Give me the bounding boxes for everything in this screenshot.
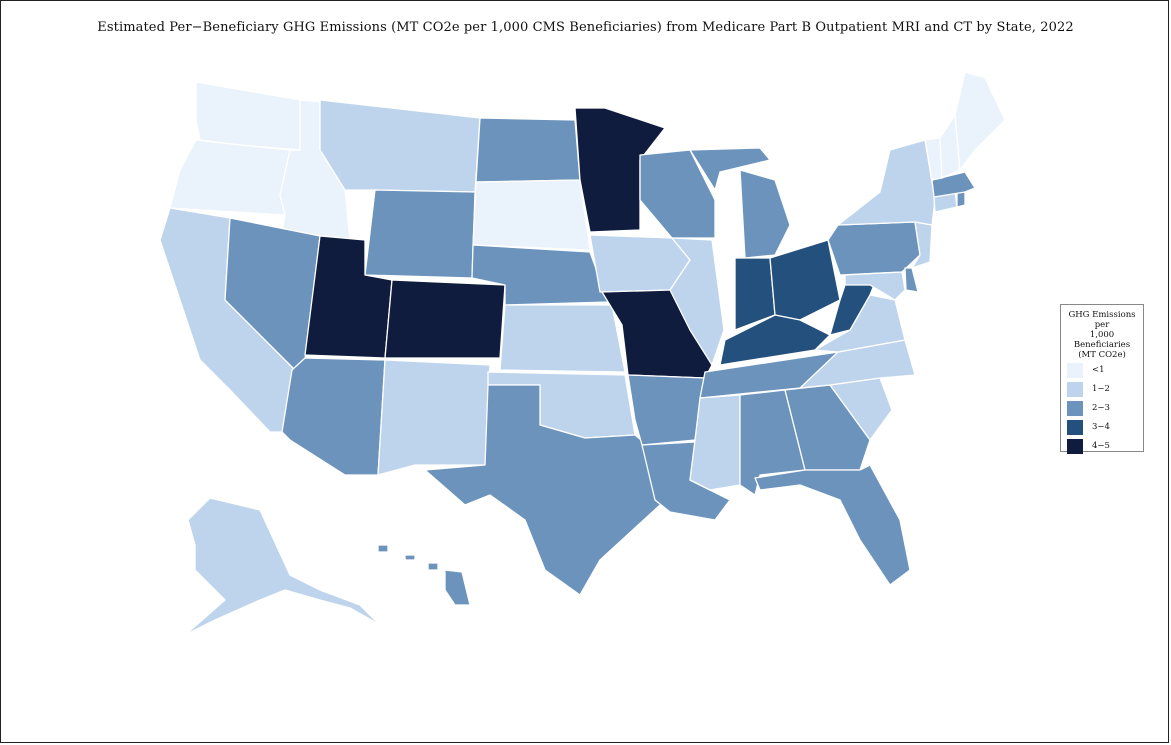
legend-label: 4−5 [1092, 441, 1110, 451]
state-NY [837, 139, 936, 226]
legend-label: 3−4 [1092, 422, 1110, 432]
legend-swatch [1067, 438, 1083, 454]
legend-title-line-3: (MT CO2e) [1078, 350, 1126, 360]
state-OR [169, 139, 291, 216]
state-WA [195, 81, 301, 151]
state-FL [754, 464, 911, 586]
legend-swatch [1067, 362, 1083, 378]
chart-title: Estimated Per−Beneficiary GHG Emissions … [97, 20, 1074, 35]
legend-item: 3−4 [1067, 418, 1143, 436]
legend-item: 4−5 [1067, 437, 1143, 455]
state-DE [904, 267, 919, 293]
legend-title-line-2: 1,000 Beneficiaries [1073, 330, 1131, 350]
state-CO [384, 279, 506, 359]
state-MI [689, 147, 791, 259]
state-TX [424, 384, 661, 596]
state-ME [954, 71, 1006, 171]
legend-item: 2−3 [1067, 399, 1143, 417]
legend-title: GHG Emissions per 1,000 Beneficiaries (M… [1061, 310, 1143, 360]
legend-swatch [1067, 419, 1083, 435]
legend-title-line-1: GHG Emissions per [1068, 310, 1136, 330]
legend-item: 1−2 [1067, 380, 1143, 398]
state-MT [319, 99, 481, 193]
legend-swatch [1067, 381, 1083, 397]
state-KS [499, 304, 626, 373]
legend-label: <1 [1092, 365, 1105, 375]
map-legend: GHG Emissions per 1,000 Beneficiaries (M… [1060, 304, 1144, 455]
state-OH [769, 239, 841, 321]
legend-label: 1−2 [1092, 384, 1110, 394]
state-HI [377, 544, 471, 606]
state-RI [956, 191, 966, 208]
state-AZ [281, 357, 386, 476]
state-WY [364, 189, 476, 279]
legend-item: <1 [1067, 361, 1143, 379]
state-IL [669, 237, 725, 366]
state-AR [627, 374, 706, 446]
state-NM [377, 359, 491, 476]
legend-label: 2−3 [1092, 403, 1110, 413]
state-AK [184, 497, 381, 636]
state-PA [827, 221, 921, 276]
state-MD [844, 271, 906, 301]
state-ND [475, 117, 581, 183]
legend-swatch [1067, 400, 1083, 416]
state-SD [472, 179, 591, 251]
